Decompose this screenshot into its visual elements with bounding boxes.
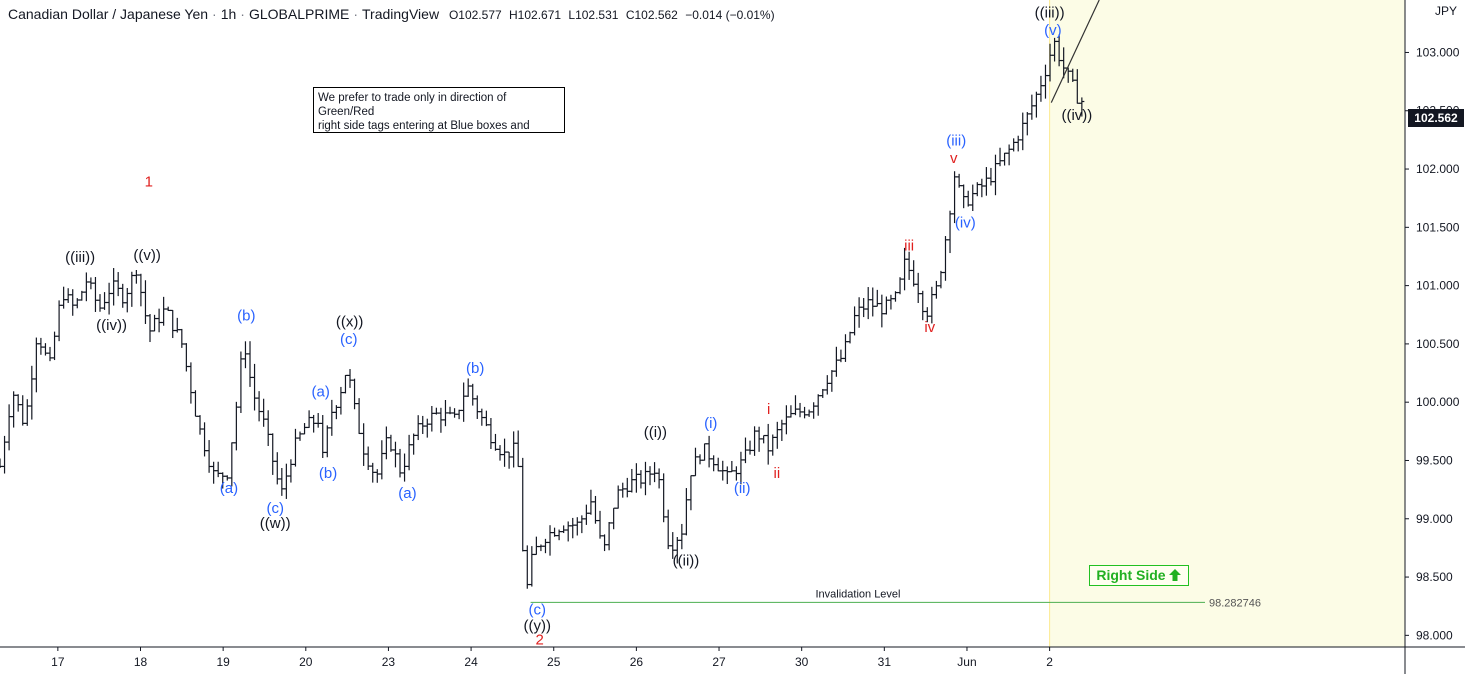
wave-label: ii (774, 465, 781, 482)
wave-label: iii (904, 238, 914, 255)
wave-label: ((w)) (260, 515, 291, 532)
wave-label: (c) (266, 500, 284, 517)
note-line-1: We prefer to trade only in direction of (318, 92, 507, 104)
time-tick-label: 2 (1046, 655, 1053, 669)
close-value: C102.562 (625, 8, 678, 22)
low-value: L102.531 (568, 8, 619, 22)
wave-label: (a) (220, 480, 238, 497)
broker: GLOBALPRIME (248, 6, 350, 22)
note-line-2: Green/Red (318, 106, 375, 118)
strategy-note[interactable]: We prefer to trade only in direction of … (313, 87, 565, 133)
wave-label: ((iv)) (96, 317, 127, 334)
wave-label: ((i)) (644, 424, 667, 441)
time-tick-label: 30 (795, 655, 809, 669)
wave-label: ((ii)) (673, 552, 700, 569)
current-price-tag: 102.562 (1408, 109, 1464, 127)
time-tick-label: 27 (712, 655, 726, 669)
time-tick-label: 31 (878, 655, 892, 669)
wave-label: ((iv)) (1061, 107, 1092, 124)
wave-label: (ii) (734, 480, 751, 497)
wave-label: iv (924, 319, 935, 336)
wave-label: v (950, 150, 958, 167)
wave-label: (a) (311, 383, 329, 400)
open-value: O102.577 (448, 8, 502, 22)
note-line-3: right side tags entering at Blue boxes a… (318, 120, 530, 132)
wave-label: 2 (536, 632, 544, 649)
time-tick-label: 23 (382, 655, 396, 669)
high-value: H102.671 (509, 8, 562, 22)
time-tick-label: 20 (299, 655, 313, 669)
invalidation-value: 98.282746 (1209, 597, 1261, 609)
wave-label: (v) (1044, 22, 1062, 39)
time-tick-label: 19 (216, 655, 230, 669)
invalidation-label: Invalidation Level (815, 588, 900, 600)
price-tick-label: 98.500 (1416, 570, 1453, 584)
ohlc-values: O102.577 H102.671 L102.531 C102.562 −0.0… (449, 8, 779, 22)
wave-label: (c) (528, 601, 546, 618)
price-tick-label: 98.000 (1416, 628, 1453, 642)
price-tick-label: 100.500 (1416, 337, 1460, 351)
right-side-tag[interactable]: Right Side (1089, 565, 1189, 586)
wave-label: (iv) (955, 214, 976, 231)
price-tick-label: 103.000 (1416, 45, 1460, 59)
currency-label: JPY (1434, 4, 1457, 18)
change-value: −0.014 (−0.01%) (685, 8, 775, 22)
price-tick-label: 101.000 (1416, 279, 1460, 293)
wave-label: ((x)) (336, 313, 363, 330)
projection-line[interactable] (1050, 0, 1100, 103)
arrow-up-icon (1168, 569, 1181, 581)
wave-label: 1 (145, 174, 153, 191)
time-tick-label: 25 (547, 655, 561, 669)
time-tick-label: 17 (51, 655, 65, 669)
price-tick-label: 101.500 (1416, 220, 1460, 234)
wave-label: (b) (319, 465, 337, 482)
wave-label: (a) (398, 485, 416, 502)
time-tick-label: 18 (134, 655, 148, 669)
time-tick-label: 26 (630, 655, 644, 669)
chart-header: Canadian Dollar / Japanese Yen · 1h · GLOBAL… (8, 6, 779, 22)
price-tick-label: 100.000 (1416, 395, 1460, 409)
wave-label: (b) (237, 308, 255, 325)
wave-label: ((y)) (523, 618, 550, 635)
time-tick-label: 24 (464, 655, 478, 669)
interval[interactable]: 1h (220, 6, 237, 22)
symbol-name[interactable]: Canadian Dollar / Japanese Yen (8, 6, 209, 22)
wave-label: ((iii)) (1035, 4, 1065, 21)
wave-label: (i) (704, 415, 717, 432)
wave-label: (c) (340, 331, 358, 348)
price-tick-label: 99.000 (1416, 512, 1453, 526)
wave-label: ((v)) (133, 247, 160, 264)
wave-label: (b) (466, 360, 484, 377)
price-tick-label: 99.500 (1416, 453, 1453, 467)
time-tick-label: Jun (957, 655, 976, 669)
wave-label: ((iii)) (65, 249, 95, 266)
wave-label: (iii) (946, 133, 966, 150)
wave-label: i (767, 401, 770, 418)
right-side-label: Right Side (1096, 567, 1166, 583)
price-tick-label: 102.000 (1416, 162, 1460, 176)
right-side-zone (1049, 0, 1405, 647)
platform: TradingView (362, 6, 440, 22)
